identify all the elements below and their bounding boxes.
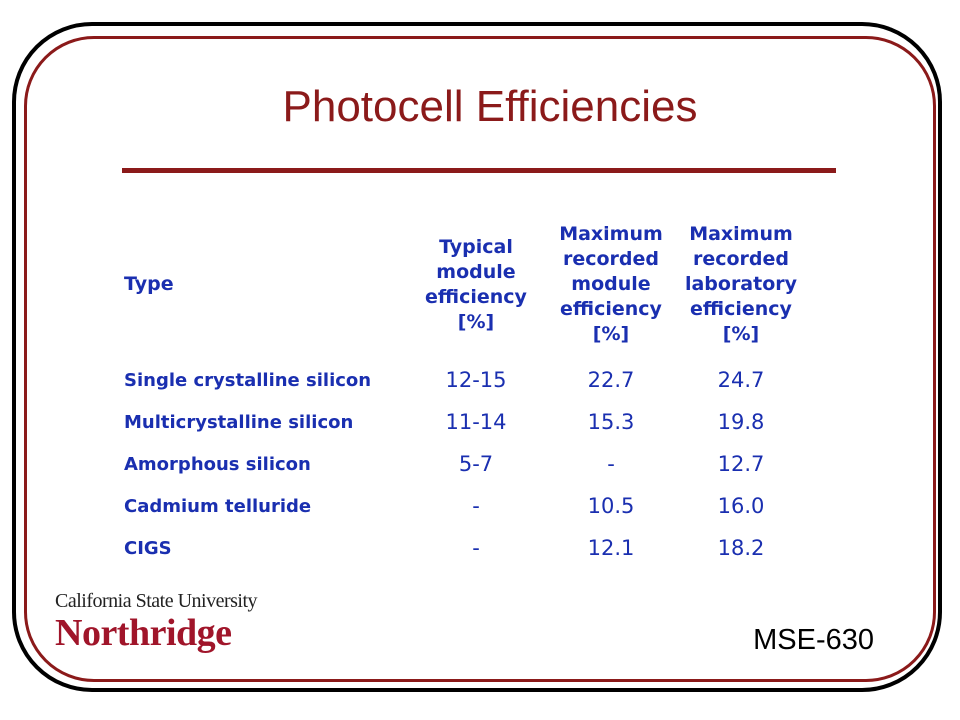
table-row: Multicrystalline silicon 11-14 15.3 19.8	[116, 401, 806, 443]
cell-type: Multicrystalline silicon	[124, 411, 354, 433]
header-line: recorded	[562, 248, 660, 270]
header-max-module-efficiency: Maximum recorded module efficiency [%]	[546, 222, 676, 359]
header-line: Typical	[439, 235, 513, 258]
header-line: recorded	[692, 248, 790, 270]
cell-type: Amorphous silicon	[124, 453, 311, 475]
cell-max-lab: 16.0	[717, 494, 765, 518]
slide-outer-frame	[12, 22, 942, 692]
table-header-row: Type Typical module efficiency [%] Maxim…	[116, 222, 806, 359]
header-line: Maximum	[559, 223, 663, 245]
header-line: efficiency	[560, 298, 662, 320]
header-line: Maximum	[689, 223, 793, 245]
header-line: [%]	[722, 323, 760, 345]
cell-typical: -	[472, 536, 480, 560]
table-row: Amorphous silicon 5-7 - 12.7	[116, 443, 806, 485]
cell-max-module: 15.3	[587, 410, 635, 434]
efficiency-table: Type Typical module efficiency [%] Maxim…	[116, 222, 806, 569]
cell-max-lab: 19.8	[717, 410, 765, 434]
header-max-lab-efficiency: Maximum recorded laboratory efficiency […	[676, 222, 806, 359]
header-typical-efficiency: Typical module efficiency [%]	[406, 222, 546, 359]
cell-max-lab: 12.7	[717, 452, 765, 476]
cell-type: CIGS	[124, 537, 172, 559]
header-line: efficiency	[425, 285, 527, 308]
header-line: efficiency	[690, 298, 792, 320]
header-line: module	[571, 273, 651, 295]
title-underline	[122, 168, 836, 173]
header-line: module	[436, 260, 516, 283]
slide-title: Photocell Efficiencies	[282, 82, 698, 131]
slide-inner-frame	[24, 36, 936, 682]
cell-type: Cadmium telluride	[124, 495, 312, 517]
header-type: Type	[124, 273, 174, 295]
logo-line-university: California State University	[55, 590, 258, 612]
cell-max-module: 10.5	[587, 494, 635, 518]
table-row: CIGS - 12.1 18.2	[116, 527, 806, 569]
logo-line-campus: Northridge	[55, 612, 232, 654]
cell-max-module: 22.7	[587, 368, 635, 392]
cell-type: Single crystalline silicon	[124, 369, 372, 391]
header-line: [%]	[592, 323, 630, 345]
header-line: laboratory	[684, 273, 798, 295]
cell-max-module: -	[607, 452, 615, 476]
course-code: MSE-630	[753, 624, 874, 656]
cell-max-module: 12.1	[587, 536, 635, 560]
table-row: Cadmium telluride - 10.5 16.0	[116, 485, 806, 527]
table-row: Single crystalline silicon 12-15 22.7 24…	[116, 359, 806, 401]
cell-typical: -	[472, 494, 480, 518]
header-line: [%]	[457, 310, 495, 333]
university-logo: California State University Northridge	[55, 590, 265, 653]
cell-max-lab: 24.7	[717, 368, 765, 392]
cell-max-lab: 18.2	[717, 536, 765, 560]
cell-typical: 11-14	[445, 410, 507, 434]
cell-typical: 5-7	[458, 452, 494, 476]
cell-typical: 12-15	[445, 368, 507, 392]
